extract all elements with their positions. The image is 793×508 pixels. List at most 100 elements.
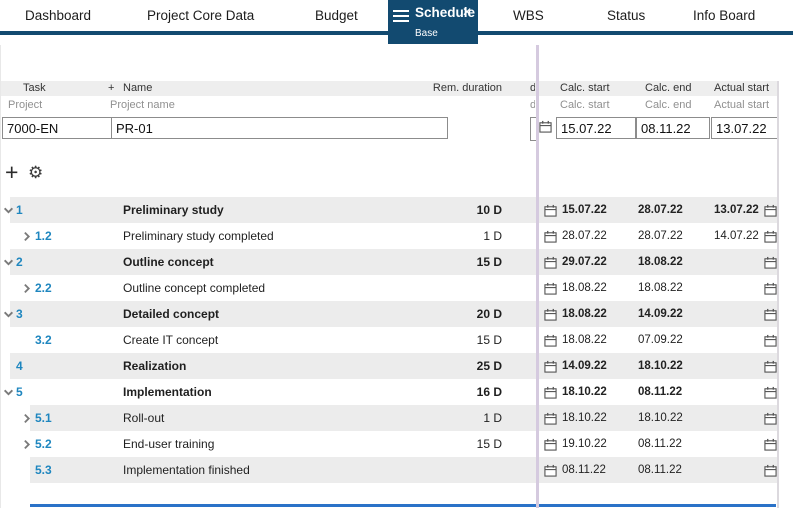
add-task-button[interactable]: + xyxy=(5,159,19,185)
task-calc-end: 08.11.22 xyxy=(638,386,683,398)
tab-wbs[interactable]: WBS xyxy=(513,8,544,23)
project-calc-start-input[interactable] xyxy=(556,117,636,139)
tab-project-core-data[interactable]: Project Core Data xyxy=(147,8,255,23)
task-calc-end: 07.09.22 xyxy=(638,334,683,346)
calendar-icon[interactable] xyxy=(544,353,557,379)
tab-info-board[interactable]: Info Board xyxy=(693,8,756,23)
task-name: Implementation xyxy=(123,385,212,399)
task-row[interactable]: 5.1 Roll-out 1 D 18.10.22 18.10.22 xyxy=(0,405,793,431)
column-header-task[interactable]: Task xyxy=(23,82,46,94)
task-name: Preliminary study completed xyxy=(123,229,274,243)
task-row[interactable]: 5 Implementation 16 D 18.10.22 08.11.22 xyxy=(0,379,793,405)
calendar-icon[interactable] xyxy=(544,197,557,223)
task-name: Realization xyxy=(123,359,187,373)
task-row[interactable]: 1.2 Preliminary study completed 1 D 28.0… xyxy=(0,223,793,249)
task-rem-duration: 16 D xyxy=(476,385,502,399)
task-rows: 1 Preliminary study 10 D 15.07.22 28.07.… xyxy=(0,197,793,483)
calendar-icon[interactable] xyxy=(544,301,557,327)
task-number: 3.2 xyxy=(35,333,52,347)
subheader-project: Project xyxy=(8,99,43,111)
calendar-icon[interactable] xyxy=(764,197,777,223)
row-background xyxy=(10,197,778,223)
calendar-icon[interactable] xyxy=(539,120,552,138)
calendar-icon[interactable] xyxy=(764,327,777,353)
task-row[interactable]: 1 Preliminary study 10 D 15.07.22 28.07.… xyxy=(0,197,793,223)
chevron-down-icon[interactable] xyxy=(3,301,14,327)
task-row[interactable]: 5.2 End-user training 15 D 19.10.22 08.1… xyxy=(0,431,793,457)
calendar-icon[interactable] xyxy=(544,431,557,457)
task-calc-start: 18.10.22 xyxy=(562,412,607,424)
column-header-rem-duration[interactable]: Rem. duration xyxy=(432,82,502,94)
task-calc-start: 18.10.22 xyxy=(562,386,607,398)
project-actual-start-input[interactable] xyxy=(711,117,778,139)
chevron-down-icon[interactable] xyxy=(3,379,14,405)
calendar-icon[interactable] xyxy=(544,379,557,405)
task-actual-start: 14.07.22 xyxy=(714,230,759,242)
calendar-icon[interactable] xyxy=(544,249,557,275)
subheader-calc-end: Calc. end xyxy=(645,99,692,111)
clipped-input-fragment xyxy=(530,117,537,141)
chevron-down-icon[interactable] xyxy=(3,197,14,223)
task-rem-duration: 15 D xyxy=(476,333,502,347)
chevron-right-icon[interactable] xyxy=(21,431,32,457)
calendar-icon[interactable] xyxy=(764,275,777,301)
task-number: 1.2 xyxy=(35,229,52,243)
task-calc-end: 14.09.22 xyxy=(638,308,683,320)
task-calc-end: 18.10.22 xyxy=(638,412,683,424)
calendar-icon[interactable] xyxy=(764,379,777,405)
calendar-icon[interactable] xyxy=(544,457,557,483)
row-background xyxy=(30,405,778,431)
chevron-right-icon[interactable] xyxy=(21,223,32,249)
column-header-clipped: d xyxy=(530,82,535,94)
project-calc-end-input[interactable] xyxy=(636,117,710,139)
calendar-icon[interactable] xyxy=(544,405,557,431)
column-header-actual-start[interactable]: Actual start xyxy=(714,82,770,94)
calendar-icon[interactable] xyxy=(764,223,777,249)
tab-dashboard[interactable]: Dashboard xyxy=(25,8,92,23)
task-number: 5.2 xyxy=(35,437,52,451)
left-pane-border xyxy=(0,45,1,508)
calendar-icon[interactable] xyxy=(764,353,777,379)
column-header-name[interactable]: Name xyxy=(123,82,153,94)
task-name: Preliminary study xyxy=(123,203,224,217)
grid-header-row: Task + Name Rem. duration d Calc. start … xyxy=(0,81,778,96)
calendar-icon[interactable] xyxy=(764,405,777,431)
task-rem-duration: 1 D xyxy=(483,411,502,425)
pane-splitter[interactable] xyxy=(536,45,539,508)
chevron-right-icon[interactable] xyxy=(21,405,32,431)
task-row[interactable]: 4 Realization 25 D 14.09.22 18.10.22 xyxy=(0,353,793,379)
calendar-icon[interactable] xyxy=(764,249,777,275)
calendar-icon[interactable] xyxy=(544,275,557,301)
tab-budget[interactable]: Budget xyxy=(315,8,358,23)
task-calc-start: 18.08.22 xyxy=(562,334,607,346)
gear-icon[interactable]: ⚙ xyxy=(28,163,44,182)
calendar-icon[interactable] xyxy=(764,431,777,457)
calendar-icon[interactable] xyxy=(764,301,777,327)
task-calc-end: 08.11.22 xyxy=(638,464,682,476)
task-number: 3 xyxy=(16,307,23,321)
add-column-icon[interactable]: + xyxy=(108,82,115,94)
task-row[interactable]: 3.2 Create IT concept 15 D 18.08.22 07.0… xyxy=(0,327,793,353)
task-number: 2 xyxy=(16,255,23,269)
calendar-icon[interactable] xyxy=(764,457,777,483)
tab-status[interactable]: Status xyxy=(607,8,646,23)
hamburger-menu-icon[interactable] xyxy=(393,10,409,22)
task-calc-end: 18.08.22 xyxy=(638,282,683,294)
task-calc-end: 18.08.22 xyxy=(638,256,683,268)
task-name: End-user training xyxy=(123,437,215,451)
chevron-down-icon[interactable] xyxy=(3,249,14,275)
calendar-icon[interactable] xyxy=(544,223,557,249)
tab-schedule-active[interactable]: Schedule ✕ Base xyxy=(388,0,478,44)
task-row[interactable]: 2 Outline concept 15 D 29.07.22 18.08.22 xyxy=(0,249,793,275)
task-row[interactable]: 3 Detailed concept 20 D 18.08.22 14.09.2… xyxy=(0,301,793,327)
column-header-calc-end[interactable]: Calc. end xyxy=(645,82,692,94)
task-row[interactable]: 2.2 Outline concept completed 18.08.22 1… xyxy=(0,275,793,301)
project-name-input[interactable] xyxy=(111,117,448,139)
project-task-input[interactable] xyxy=(2,117,111,139)
close-icon[interactable]: ✕ xyxy=(462,5,473,19)
task-row[interactable]: 5.3 Implementation finished 08.11.22 08.… xyxy=(0,457,793,483)
calendar-icon[interactable] xyxy=(544,327,557,353)
column-header-calc-start[interactable]: Calc. start xyxy=(560,82,610,94)
chevron-right-icon[interactable] xyxy=(21,275,32,301)
